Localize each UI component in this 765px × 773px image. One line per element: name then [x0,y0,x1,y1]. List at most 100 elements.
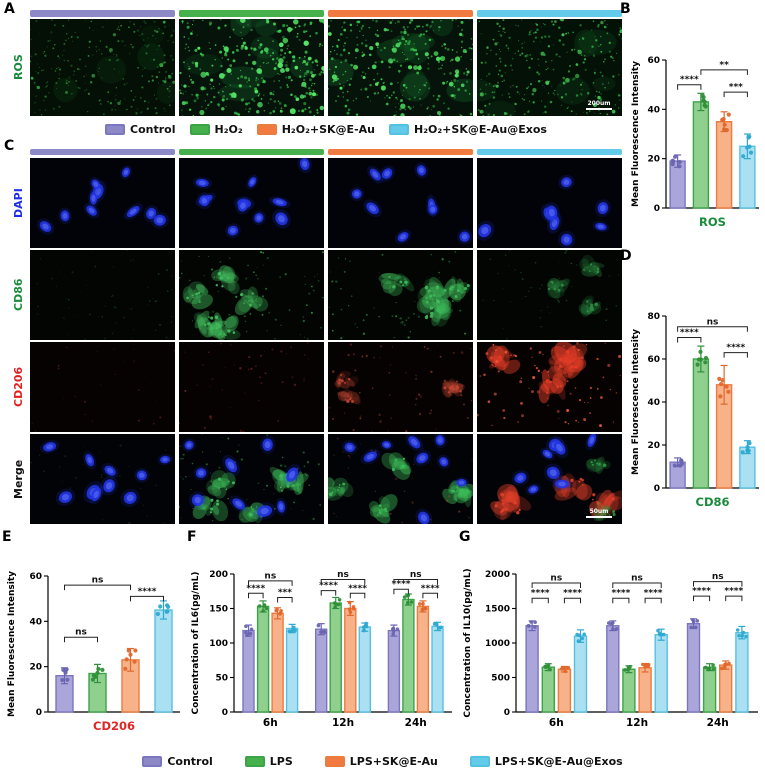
svg-text:60: 60 [29,572,42,582]
legend-h2o2-groups: Control H₂O₂ H₂O₂+SK@E-Au H₂O₂+SK@E-Au@Exos [30,119,622,139]
legend-item-green: LPS [244,754,293,768]
svg-text:24h: 24h [707,717,729,729]
svg-text:20: 20 [647,441,660,451]
row-label-dapi: DAPI [12,188,25,218]
legend-swatch-orange [256,123,277,135]
svg-text:****: **** [138,587,157,597]
svg-text:0: 0 [654,484,660,494]
legend-swatch-purple [142,755,163,767]
svg-text:12h: 12h [626,717,648,729]
legend-label: Control [130,122,176,136]
chart-cd206-mfi: 0 20 40 60 Mean Fluorescence Intensity CD206 n… [7,571,180,733]
svg-text:**: ** [719,60,729,70]
svg-text:ns: ns [75,628,87,638]
svg-text:ns: ns [337,570,349,580]
legend-swatch-cyan [469,755,490,767]
panel-label-b: B [620,1,631,17]
legend-item-green: H₂O₂ [189,122,243,136]
micrograph-ros-col4: 200um [477,19,622,116]
svg-text:Mean Fluorescence Intensity: Mean Fluorescence Intensity [631,329,641,475]
legend-swatch-green [244,755,265,767]
svg-text:****: **** [348,584,367,594]
svg-text:****: **** [692,587,711,597]
legend-label: LPS [269,754,293,768]
svg-text:ns: ns [410,570,422,580]
svg-text:***: *** [729,83,743,93]
svg-text:****: **** [246,584,265,594]
condition-strip-c-green [179,149,324,155]
svg-text:****: **** [421,584,440,594]
svg-text:60: 60 [647,56,660,66]
svg-text:24h: 24h [405,717,427,729]
svg-text:6h: 6h [263,717,278,729]
svg-text:500: 500 [491,674,510,684]
chart-cd86-mfi: 0 20 40 60 80 Mean Fluorescence Intensity CD86… [631,312,759,509]
svg-text:****: **** [680,75,699,85]
svg-text:Concentration of IL6(pg/mL): Concentration of IL6(pg/mL) [191,571,201,714]
svg-text:20: 20 [647,155,660,165]
micrograph-ros-col3 [328,19,473,116]
svg-text:***: *** [278,588,292,598]
svg-text:200um: 200um [587,100,610,107]
legend-label: LPS+SK@E-Au [349,754,438,768]
legend-label: H₂O₂+SK@E-Au@Exos [413,122,547,136]
svg-text:40: 40 [29,617,42,627]
legend-item-purple: Control [142,754,213,768]
svg-text:50: 50 [215,674,228,684]
svg-text:0: 0 [504,708,510,718]
chart-il6: 0 50 100 150 200 Concentration of IL6(pg/mL) 6… [191,570,452,729]
condition-strip-c-orange [328,149,473,155]
svg-text:100: 100 [209,639,228,649]
svg-text:ns: ns [707,317,719,327]
svg-text:CD206: CD206 [93,719,135,733]
legend-label: Control [167,754,213,768]
svg-text:****: **** [726,343,745,353]
condition-strip-a-green [179,10,324,17]
svg-text:6h: 6h [549,717,564,729]
svg-text:ns: ns [264,571,276,581]
micrograph-ros-col1 [30,19,175,116]
panel-label-a: A [4,1,15,17]
legend-label: LPS+SK@E-Au@Exos [494,754,623,768]
row-label-cd86: CD86 [12,278,25,312]
micrograph-cd206-col4 [477,342,622,432]
svg-text:50um: 50um [590,508,609,515]
svg-text:40: 40 [647,398,660,408]
legend-item-cyan: H₂O₂+SK@E-Au@Exos [388,122,547,136]
legend-swatch-purple [105,123,126,135]
svg-text:200: 200 [209,570,228,580]
legend-label: H₂O₂+SK@E-Au [281,122,375,136]
svg-text:40: 40 [647,105,660,115]
row-label-merge: Merge [12,459,25,499]
svg-text:150: 150 [209,605,228,615]
svg-text:****: **** [392,580,411,590]
micrograph-merge-col4: 50um [477,434,622,524]
svg-text:****: **** [531,589,550,599]
legend-label: H₂O₂ [214,122,243,136]
svg-text:****: **** [319,581,338,591]
panel-label-f: F [187,529,197,545]
svg-text:ns: ns [92,576,104,586]
condition-strip-a-cyan [477,10,622,17]
svg-text:2000: 2000 [485,570,510,580]
svg-text:12h: 12h [332,717,354,729]
legend-item-purple: Control [105,122,176,136]
micrograph-merge-col1 [30,434,175,524]
legend-item-cyan: LPS+SK@E-Au@Exos [469,754,623,768]
condition-strip-a-orange [328,10,473,17]
svg-text:80: 80 [647,312,660,322]
svg-text:1500: 1500 [485,605,510,615]
svg-text:****: **** [563,589,582,599]
legend-swatch-orange [324,755,345,767]
svg-text:60: 60 [647,355,660,365]
svg-text:Mean Fluorescence Intensity: Mean Fluorescence Intensity [631,61,641,207]
micrograph-cd86-col4 [477,250,622,340]
micrograph-merge-col3 [328,434,473,524]
svg-text:0: 0 [654,204,660,214]
svg-text:CD86: CD86 [696,495,730,509]
micrograph-cd86-col1 [30,250,175,340]
svg-text:****: **** [611,589,630,599]
condition-strip-c-cyan [477,149,622,155]
micrograph-dapi-col2 [179,158,324,248]
